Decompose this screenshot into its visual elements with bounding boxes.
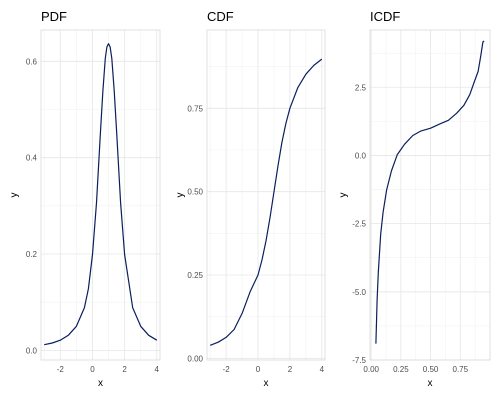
y-axis-title: y bbox=[9, 193, 20, 198]
y-tick-label: 0.0 bbox=[26, 346, 38, 355]
y-tick-label: 0.00 bbox=[187, 354, 203, 363]
panel-title: PDF bbox=[41, 9, 67, 24]
y-axis-title: y bbox=[175, 193, 186, 198]
x-tick-label: 0.75 bbox=[453, 365, 469, 374]
y-tick-label: 0.50 bbox=[187, 188, 203, 197]
panel-cdf: -2 0 2 4 0.00 0.25 0.50 0.75 CDF x y bbox=[175, 9, 325, 389]
panel-title: ICDF bbox=[370, 9, 400, 24]
x-tick-label: 0.50 bbox=[423, 365, 439, 374]
y-tick-label: -2.5 bbox=[352, 220, 366, 229]
y-tick-label: 0.4 bbox=[26, 154, 38, 163]
x-tick-label: 0.00 bbox=[363, 365, 379, 374]
y-tick-label: 0.25 bbox=[187, 271, 203, 280]
y-tick-label: -5.0 bbox=[352, 288, 366, 297]
x-tick-label: -2 bbox=[223, 365, 231, 374]
plot-background bbox=[41, 30, 160, 360]
x-axis-title: x bbox=[98, 378, 103, 389]
x-tick-label: 0.25 bbox=[393, 365, 409, 374]
x-tick-label: 0 bbox=[256, 365, 261, 374]
panel-pdf: -2 0 2 4 0.0 0.2 0.4 0.6 PDF x y bbox=[9, 9, 160, 389]
x-tick-label: 0 bbox=[90, 365, 95, 374]
x-axis-title: x bbox=[428, 378, 433, 389]
x-tick-label: 2 bbox=[288, 365, 293, 374]
y-tick-label: 0.2 bbox=[26, 250, 38, 259]
y-tick-label: 0.6 bbox=[26, 57, 38, 66]
panel-title: CDF bbox=[207, 9, 234, 24]
y-tick-label: 2.5 bbox=[355, 83, 367, 92]
x-tick-label: 4 bbox=[320, 365, 325, 374]
y-tick-label: 0.75 bbox=[187, 104, 203, 113]
x-tick-label: -2 bbox=[57, 365, 65, 374]
y-tick-label: -7.5 bbox=[352, 356, 366, 365]
x-axis-title: x bbox=[264, 378, 269, 389]
panel-icdf: 0.00 0.25 0.50 0.75 -7.5 -5.0 -2.5 0.0 2.5 ICDF x y bbox=[338, 9, 490, 389]
y-axis-title: y bbox=[338, 193, 349, 198]
plot-background bbox=[370, 30, 490, 360]
x-tick-label: 4 bbox=[155, 365, 160, 374]
x-tick-label: 2 bbox=[122, 365, 127, 374]
plot-background bbox=[207, 30, 325, 360]
y-tick-label: 0.0 bbox=[355, 151, 367, 160]
